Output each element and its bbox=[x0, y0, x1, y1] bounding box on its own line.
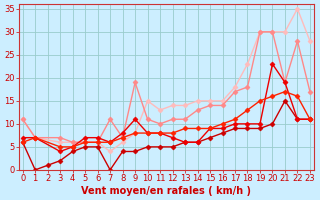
X-axis label: Vent moyen/en rafales ( km/h ): Vent moyen/en rafales ( km/h ) bbox=[81, 186, 251, 196]
